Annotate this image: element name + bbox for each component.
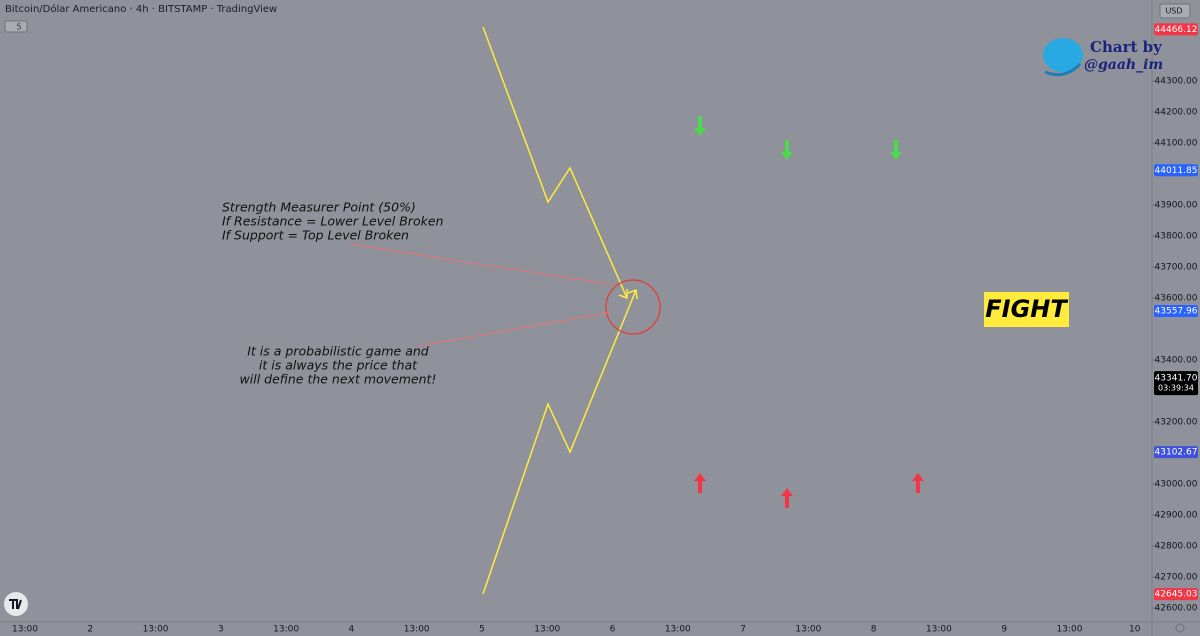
x-tick-label: 13:00 [273,625,299,635]
y-tick-label: 43700.00 [1155,262,1198,272]
zigzag-upper [482,26,628,299]
up-arrows [694,473,924,508]
y-tick-label: 43200.00 [1155,418,1198,428]
header: Bitcoin/Dólar Americano · 4h · BITSTAMP … [5,3,277,15]
watermark: Chart by @gaah_im [1043,38,1163,77]
zigzags [482,26,638,595]
x-tick-label: 2 [87,625,93,635]
x-tick-label: 9 [1001,625,1007,635]
y-tick-label: 43800.00 [1155,231,1198,241]
x-tick-label: 6 [610,625,616,635]
y-tick-label: 43600.00 [1155,293,1198,303]
arrowhead [618,289,628,300]
x-tick-label: 5 [479,625,485,635]
zigzag-lower [482,289,637,595]
level-label: 43557.96 [1155,307,1198,317]
level-label: 44466.12 [1155,25,1198,35]
y-tick-label: 42600.00 [1155,604,1198,614]
x-tick-label: 13:00 [404,625,430,635]
note: will define the next movement! [240,372,437,387]
level-label-box [1154,305,1198,318]
note: it is always the price that [259,358,418,373]
arrow-down [694,116,706,136]
level-label: 43102.67 [1155,448,1198,458]
note: It is a probabilistic game and [247,344,429,359]
focus-circle [605,279,661,335]
level-label: 42645.03 [1155,590,1198,600]
y-tick-label: 42800.00 [1155,542,1198,552]
x-tick-label: 13:00 [795,625,821,635]
x-tick-label: 13:00 [926,625,952,635]
x-tick-label: 13:00 [665,625,691,635]
y-tick-label: 42700.00 [1155,573,1198,583]
note: If Support = Top Level Broken [222,228,409,243]
bird-tail [1044,62,1082,77]
x-tick-label: 13:00 [534,625,560,635]
y-tick-label: 42900.00 [1155,511,1198,521]
last-price-label: 43341.70 [1155,374,1198,384]
currency[interactable]: USD [1165,7,1182,16]
level-label-box [1154,588,1198,601]
bird-logo [1043,38,1083,72]
settings-icon[interactable] [1175,623,1185,633]
watermark-handle: @gaah_im [1084,57,1163,73]
x-tick-label: 13:00 [1057,625,1083,635]
arrow-up [912,473,924,493]
pointer [349,243,616,286]
note: Strength Measurer Point (50%) [222,200,416,215]
tv-logo-mark [9,599,22,610]
arrow-down [890,140,902,160]
x-tick-label: 8 [871,625,877,635]
level-label-box [1154,446,1198,459]
last-price-box [1154,371,1198,396]
x-tick-label: 13:00 [12,625,38,635]
note: If Resistance = Lower Level Broken [222,214,444,229]
arrow-down [781,140,793,160]
x-tick-label: 3 [218,625,224,635]
badge-box[interactable] [4,20,28,33]
pointer [419,311,613,347]
y-tick-label: 43400.00 [1155,355,1198,365]
y-tick-label: 43900.00 [1155,200,1198,210]
watermark-title: Chart by [1090,38,1163,56]
level-label: 44011.85 [1155,166,1198,176]
y-tick-label: 44200.00 [1155,107,1198,117]
y-tick-label: 44100.00 [1155,138,1198,148]
x-tick-label: 10 [1129,625,1141,635]
pointers [349,243,616,347]
y-tick-label: 44300.00 [1155,76,1198,86]
countdown: 03:39:34 [1158,384,1194,393]
y-tick-label: 43000.00 [1155,480,1198,490]
down-arrows [694,116,902,160]
fight-box [984,292,1069,327]
level-label-box [1154,23,1198,36]
level-label-box [1154,164,1198,177]
currency-box[interactable] [1159,3,1191,19]
arrow-up [694,473,706,493]
x-tick-label: 4 [349,625,355,635]
fight-label: FIGHT [985,295,1068,323]
badge[interactable]: 5 [16,23,21,32]
arrowhead [627,288,638,300]
x-tick-label: 7 [740,625,746,635]
x-tick-label: 13:00 [143,625,169,635]
arrow-up [781,488,793,508]
